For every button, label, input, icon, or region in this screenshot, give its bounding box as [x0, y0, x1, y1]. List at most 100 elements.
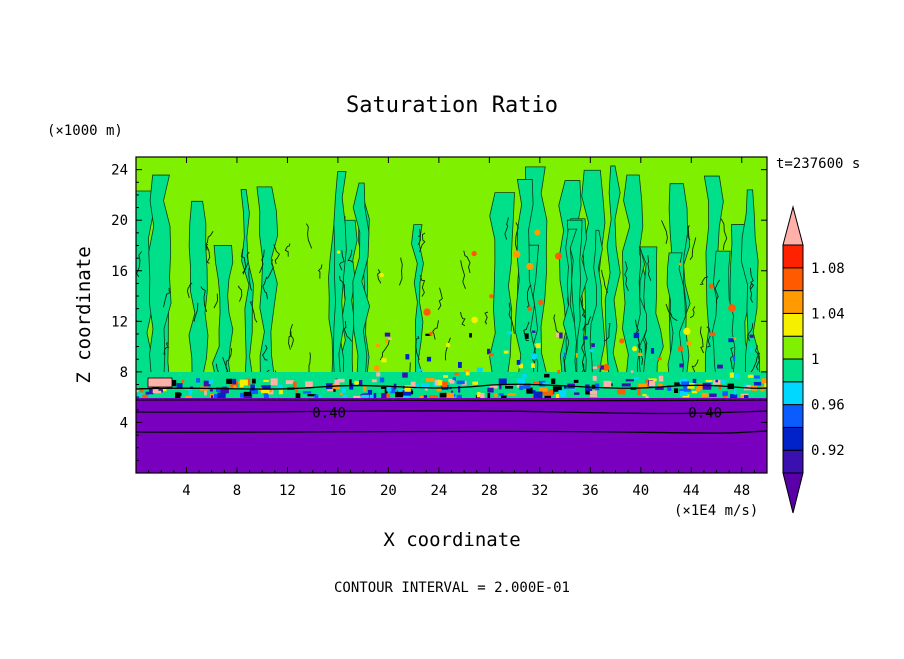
contour-squiggle	[193, 302, 199, 322]
cloud-base-blob	[458, 361, 462, 368]
cloud-base-blob	[417, 368, 423, 371]
cloud-base-blob	[717, 364, 723, 369]
cloud-base-blob	[731, 337, 737, 341]
cloud-base-blob	[456, 380, 465, 385]
cloud-base-blob	[155, 390, 162, 394]
cloud-base-blob	[361, 394, 369, 400]
cloud-base-blob	[295, 393, 301, 400]
cloud-base-blob	[709, 332, 716, 336]
contour-squiggle	[523, 321, 530, 342]
warm-spot	[445, 342, 451, 348]
cloud-base-blob	[270, 378, 278, 386]
contour-label: 0.40	[688, 405, 722, 421]
contour-squiggle	[581, 341, 585, 373]
plume-streak	[636, 247, 647, 381]
cloud-base-blob	[597, 364, 602, 369]
contour-squiggle	[380, 339, 390, 361]
cloud-base-blob	[334, 379, 340, 385]
cloud-base-blob	[263, 392, 268, 396]
cloud-base-blob	[570, 387, 576, 391]
x-axis: 4 8 12 16 20 24 28 32 36 40 44 48	[148, 157, 755, 499]
cloud-base-blob	[429, 331, 433, 336]
contour-squiggle	[553, 314, 560, 336]
colorbar-segment	[782, 449, 804, 474]
cloud-base-blob	[463, 369, 470, 372]
cloud-base-blob	[476, 367, 483, 372]
warm-spot	[602, 364, 610, 371]
contour-squiggle	[514, 222, 519, 252]
cloud-base-blob	[239, 379, 248, 386]
contour-squiggle	[347, 249, 354, 264]
cloud-base-blob	[376, 372, 381, 377]
cloud-base-blob	[630, 370, 634, 373]
cloud-base-blob	[749, 334, 754, 338]
plume-streak	[566, 219, 583, 381]
plume-streak	[188, 200, 209, 381]
cloud-base-blob	[722, 391, 728, 396]
x-tick-label: 32	[531, 483, 548, 499]
warm-spot	[373, 365, 380, 372]
cloud-base-blob	[648, 378, 657, 382]
contour-squiggle	[377, 269, 382, 284]
cloud-base-blob	[384, 389, 388, 394]
warm-spot	[534, 229, 541, 236]
contour-squiggle	[266, 259, 274, 279]
colorbar-bottom-arrow	[782, 472, 804, 514]
plume-streak	[352, 182, 371, 381]
cloud-base-blob	[305, 381, 313, 387]
cloud-base-blob	[539, 380, 546, 387]
cloud-base-blob	[263, 379, 269, 382]
contour-squiggle	[460, 260, 466, 289]
cloud-base-blob	[327, 388, 336, 392]
warm-spot	[471, 250, 477, 257]
x-tick-label: 24	[430, 483, 447, 499]
cloud-base-blob	[658, 375, 664, 382]
contour-squiggle	[415, 335, 420, 360]
colorbar-label: 0.96	[811, 398, 845, 414]
cloud-base-blob	[442, 381, 448, 388]
colorbar: 0.92 0.96 1 1.04 1.08	[782, 205, 845, 514]
cloud-base-blob	[592, 366, 598, 369]
contour-squiggle	[484, 311, 489, 325]
colorbar-segment	[782, 335, 804, 360]
cloud-base-blob	[416, 384, 419, 389]
cloud-base-blob	[140, 387, 144, 393]
cloud-base-blob	[728, 338, 734, 343]
contour-squiggle	[643, 329, 648, 354]
cloud-base-blob	[136, 389, 139, 393]
contour-squiggle	[205, 244, 211, 264]
cloud-base-blob	[489, 353, 494, 357]
cloud-base-blob	[245, 378, 251, 386]
cloud-base-blob	[764, 383, 767, 388]
cloud-base-blob	[196, 378, 201, 383]
contour-squiggle	[237, 285, 243, 302]
warm-spot	[632, 346, 638, 352]
cloud-base-blob	[642, 393, 647, 397]
plume-streak	[332, 171, 347, 381]
warm-spot	[423, 308, 431, 316]
cloud-base-blob	[400, 395, 409, 401]
cloud-base-blob	[432, 382, 437, 387]
cloud-base-blob	[519, 385, 524, 391]
cloud-base-blob	[181, 379, 185, 383]
cloud-base-blob	[362, 385, 367, 392]
cloud-base-blob	[654, 386, 664, 390]
cloud-base-blob	[536, 343, 541, 349]
cloud-base-blob	[761, 378, 767, 384]
cloud-base-blob	[451, 390, 454, 394]
contour-squiggle	[419, 274, 426, 297]
cloud-base-blob	[381, 358, 387, 363]
cloud-base-blob	[439, 392, 447, 398]
y-tick-label: 4	[120, 415, 128, 431]
cloud-base-blob	[434, 379, 441, 386]
cloud-base-blob	[637, 388, 641, 396]
contour-squiggle	[754, 345, 760, 371]
contour-squiggle	[162, 287, 170, 308]
cloud-base-blob	[524, 333, 529, 339]
cloud-base-blob	[563, 385, 567, 389]
cloud-base-blob	[208, 380, 214, 385]
cloud-base-blob	[489, 385, 498, 389]
cloud-base-blob	[410, 381, 416, 388]
cloud-base-blob	[177, 392, 182, 396]
plume-streaks	[136, 165, 761, 401]
